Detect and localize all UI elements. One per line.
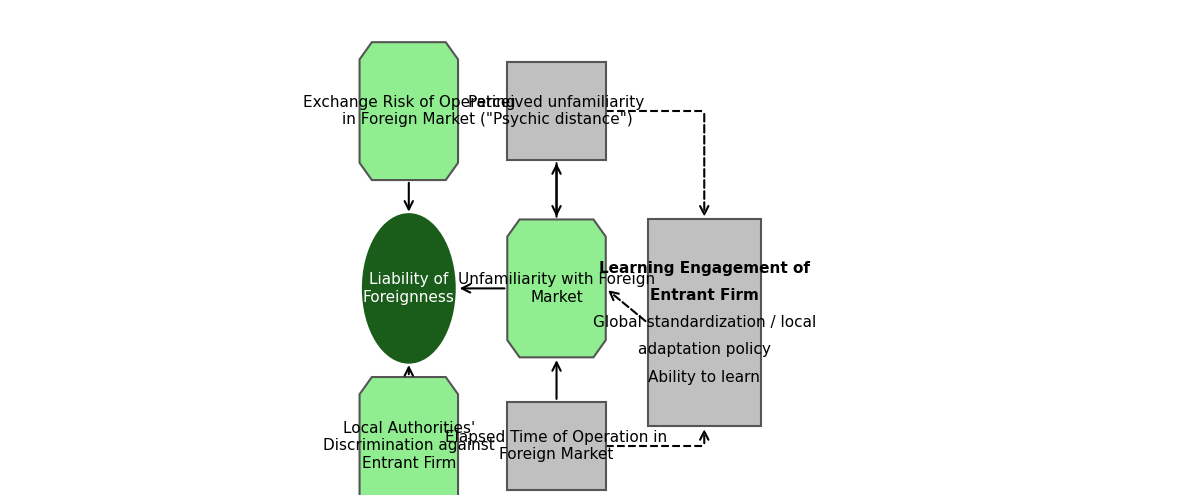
Text: Ability to learn: Ability to learn [648, 370, 760, 384]
FancyBboxPatch shape [507, 62, 605, 160]
Text: Elapsed Time of Operation in
Foreign Market: Elapsed Time of Operation in Foreign Mar… [446, 430, 668, 462]
Text: Learning Engagement of: Learning Engagement of [599, 261, 810, 276]
Text: Exchange Risk of Operating
in Foreign Market: Exchange Risk of Operating in Foreign Ma… [303, 95, 515, 127]
Text: Unfamiliarity with Foreign
Market: Unfamiliarity with Foreign Market [457, 272, 655, 305]
Polygon shape [507, 220, 605, 358]
Text: Liability of
Foreignness: Liability of Foreignness [363, 272, 455, 305]
Text: Global standardization / local: Global standardization / local [592, 315, 816, 330]
Text: Local Authorities'
Discrimination against
Entrant Firm: Local Authorities' Discrimination agains… [323, 421, 495, 471]
Text: Perceived unfamiliarity
("Psychic distance"): Perceived unfamiliarity ("Psychic distan… [468, 95, 644, 127]
Polygon shape [359, 377, 459, 498]
Text: Entrant Firm: Entrant Firm [650, 288, 759, 303]
Ellipse shape [363, 215, 454, 362]
Text: adaptation policy: adaptation policy [638, 343, 771, 358]
FancyBboxPatch shape [648, 220, 761, 426]
Polygon shape [359, 42, 459, 180]
FancyBboxPatch shape [507, 402, 605, 491]
